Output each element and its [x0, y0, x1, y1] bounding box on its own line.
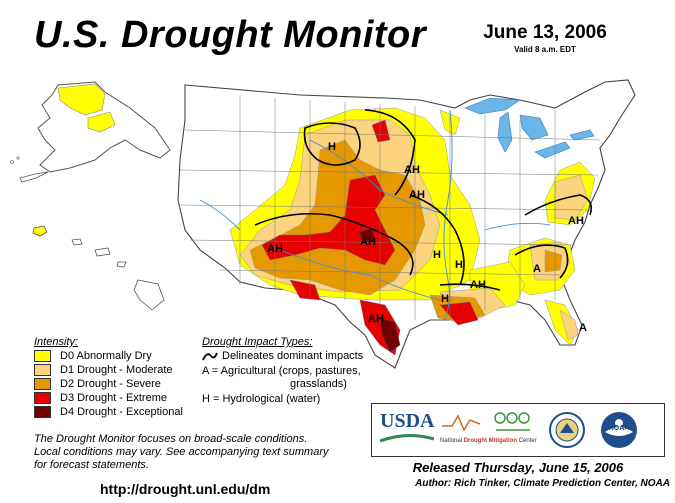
map-title: U.S. Drought Monitor — [34, 14, 427, 56]
legend-d1-label: D1 Drought - Moderate — [60, 364, 173, 376]
swatch-d4 — [34, 406, 51, 418]
ndmc-word-1: National — [440, 438, 463, 444]
legend-d3-label: D3 Drought - Extreme — [60, 392, 167, 404]
note-line-3: for forecast statements. — [34, 459, 149, 471]
impact-agricultural-cont: grasslands) — [290, 378, 347, 390]
ndmc-word-3: Center — [518, 438, 537, 444]
usda-swoosh-icon — [379, 434, 435, 443]
legend-d2: D2 Drought - Severe — [34, 378, 161, 390]
label-h-central: H — [433, 249, 441, 261]
d3-areas — [261, 119, 479, 356]
note-line-2: Local conditions may vary. See accompany… — [34, 446, 329, 458]
label-h-mississippi: H — [455, 259, 463, 271]
author-credit: Author: Rich Tinker, Climate Prediction … — [415, 478, 670, 489]
impact-hydrological: H = Hydrological (water) — [202, 393, 321, 405]
partner-logos: USDA National Drought Mitigation Center … — [371, 403, 665, 457]
ndmc-logo: National Drought Mitigation Center — [440, 410, 540, 450]
swatch-d0 — [34, 350, 51, 362]
label-ah-gulf: AH — [368, 313, 384, 325]
d4-areas — [359, 227, 401, 353]
ndmc-word-2: Drought Mitigation — [463, 438, 518, 444]
disclaimer-note: The Drought Monitor focuses on broad-sca… — [34, 433, 334, 472]
label-h-lower-miss: H — [441, 293, 449, 305]
label-ah-midwest: AH — [409, 189, 425, 201]
label-ah-virginia: AH — [568, 215, 584, 227]
label-ah-plains: AH — [360, 236, 376, 248]
label-ah-dakotas: AH — [404, 164, 420, 176]
label-h-north: H — [328, 141, 336, 153]
legend-d0: D0 Abnormally Dry — [34, 350, 152, 362]
great-lakes — [464, 97, 595, 159]
release-date: Released Thursday, June 15, 2006 — [412, 460, 624, 475]
swatch-d1 — [34, 364, 51, 376]
legend-d3: D3 Drought - Extreme — [34, 392, 167, 404]
noaa-logo: NOAA — [599, 410, 639, 450]
impact-lines — [254, 109, 593, 291]
ndmc-graph-icon — [442, 412, 530, 432]
commerce-seal-icon — [549, 412, 585, 448]
impact-agricultural: A = Agricultural (crops, pastures, — [202, 365, 361, 377]
label-ah-southwest: AH — [267, 243, 283, 255]
intensity-title: Intensity: — [34, 336, 79, 348]
legend-d4: D4 Drought - Exceptional — [34, 406, 183, 418]
website-link[interactable]: http://drought.unl.edu/dm — [100, 481, 271, 497]
legend-d1: D1 Drought - Moderate — [34, 364, 173, 376]
alaska — [10, 81, 171, 183]
legend-d0-label: D0 Abnormally Dry — [60, 350, 152, 362]
swatch-d2 — [34, 378, 51, 390]
rivers — [199, 109, 551, 321]
hawaii — [32, 225, 165, 311]
note-line-1: The Drought Monitor focuses on broad-sca… — [34, 433, 308, 445]
impact-title: Drought Impact Types: — [202, 336, 313, 348]
label-ah-lower-miss: AH — [470, 279, 486, 291]
legend-d2-label: D2 Drought - Severe — [60, 378, 161, 390]
swatch-d3 — [34, 392, 51, 404]
usda-text: USDA — [380, 410, 435, 432]
label-a-georgia: A — [533, 263, 541, 275]
state-borders — [179, 95, 601, 320]
usda-logo: USDA — [379, 410, 435, 446]
noaa-emblem-icon — [601, 412, 637, 448]
impact-delineates: Delineates dominant impacts — [222, 350, 364, 362]
ndmc-name: National Drought Mitigation Center — [440, 437, 540, 445]
legend-d4-label: D4 Drought - Exceptional — [60, 406, 183, 418]
label-a-florida: A — [579, 322, 587, 334]
valid-time: Valid 8 a.m. EDT — [514, 45, 576, 54]
map-date: June 13, 2006 — [483, 22, 607, 43]
impact-line-icon — [202, 352, 218, 361]
noaa-text: NOAA — [608, 425, 630, 432]
